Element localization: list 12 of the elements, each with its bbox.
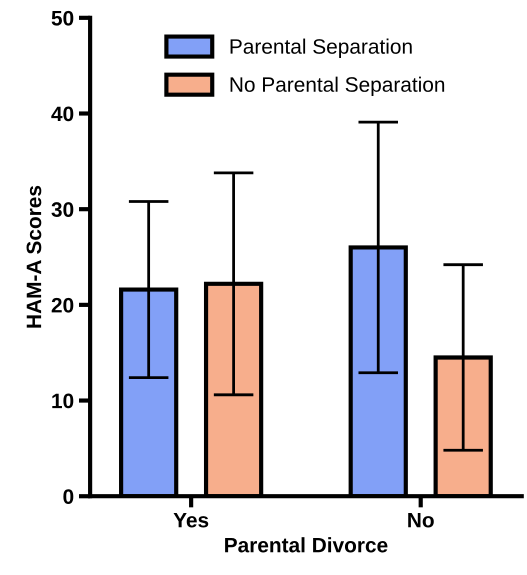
- x-tick-label: No: [408, 512, 434, 528]
- y-tick-label: 50: [52, 10, 74, 26]
- x-axis-title: Parental Divorce: [225, 537, 388, 552]
- legend-label: Parental Separation: [230, 38, 412, 58]
- y-tick-label: 20: [52, 298, 74, 313]
- y-tick-label: 10: [52, 394, 74, 408]
- legend-label: No Parental Separation: [230, 76, 444, 96]
- y-tick-label: 40: [51, 106, 74, 122]
- y-tick-label: 0: [63, 489, 74, 504]
- x-tick-label: Yes: [174, 512, 208, 528]
- y-tick-label: 30: [51, 202, 74, 217]
- y-axis-title: HAM-A Scores: [26, 186, 42, 328]
